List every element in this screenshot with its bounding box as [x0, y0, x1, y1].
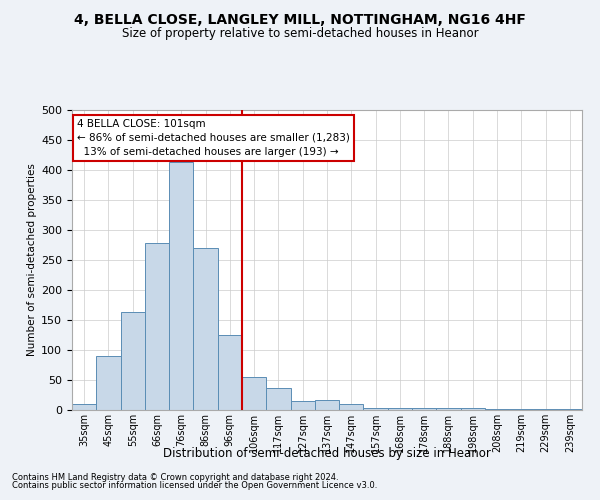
Text: 4, BELLA CLOSE, LANGLEY MILL, NOTTINGHAM, NG16 4HF: 4, BELLA CLOSE, LANGLEY MILL, NOTTINGHAM… [74, 12, 526, 26]
Bar [266, 388, 290, 410]
Text: 4 BELLA CLOSE: 101sqm
← 86% of semi-detached houses are smaller (1,283)
  13% of: 4 BELLA CLOSE: 101sqm ← 86% of semi-deta… [77, 119, 350, 157]
Bar [388, 408, 412, 410]
Bar [339, 404, 364, 410]
Text: Contains HM Land Registry data © Crown copyright and database right 2024.: Contains HM Land Registry data © Crown c… [12, 472, 338, 482]
Bar [412, 408, 436, 410]
Bar [121, 312, 145, 410]
Text: Size of property relative to semi-detached houses in Heanor: Size of property relative to semi-detach… [122, 28, 478, 40]
Bar [193, 248, 218, 410]
Bar [364, 408, 388, 410]
Bar [169, 162, 193, 410]
Bar [96, 356, 121, 410]
Bar [315, 400, 339, 410]
Bar [461, 408, 485, 410]
Text: Contains public sector information licensed under the Open Government Licence v3: Contains public sector information licen… [12, 481, 377, 490]
Y-axis label: Number of semi-detached properties: Number of semi-detached properties [27, 164, 37, 356]
Bar [72, 404, 96, 410]
Bar [218, 335, 242, 410]
Bar [436, 408, 461, 410]
Bar [242, 377, 266, 410]
Bar [145, 243, 169, 410]
Bar [290, 401, 315, 410]
Text: Distribution of semi-detached houses by size in Heanor: Distribution of semi-detached houses by … [163, 448, 491, 460]
